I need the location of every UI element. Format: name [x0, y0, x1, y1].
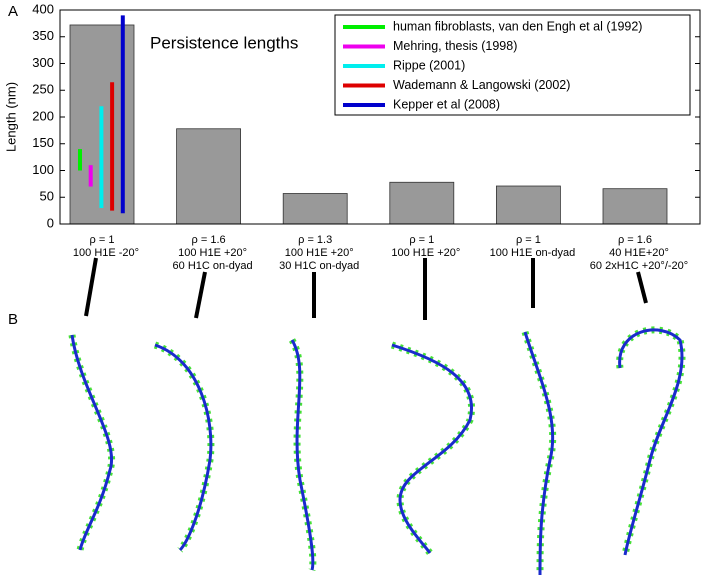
- x-tick-label: 100 H1E +20°: [178, 247, 247, 259]
- y-tick-label: 100: [32, 162, 54, 177]
- y-tick-label: 300: [32, 55, 54, 70]
- x-tick-label: ρ = 1: [90, 234, 115, 246]
- bar: [282, 193, 348, 225]
- y-tick-label: 0: [47, 215, 54, 230]
- y-tick-label: 200: [32, 108, 54, 123]
- plot-frame: [59, 9, 701, 225]
- x-tick-label: ρ = 1.6: [618, 234, 652, 246]
- x-tick-label: 30 H1C on-dyad: [279, 260, 359, 272]
- legend-label: Wademann & Langowski (2002): [393, 78, 570, 92]
- x-tick-label: 60 2xH1C +20°/-20°: [590, 260, 688, 272]
- legend-box: [334, 14, 691, 116]
- y-axis-label: Length (nm): [3, 82, 18, 152]
- y-tick-label: 400: [32, 1, 54, 16]
- y-tick-label: 150: [32, 135, 54, 150]
- legend-label: Rippe (2001): [393, 58, 465, 72]
- y-tick-label: 350: [32, 28, 54, 43]
- x-tick-label: ρ = 1.6: [192, 234, 226, 246]
- x-tick-label: 100 H1E on-dyad: [490, 247, 576, 259]
- x-tick-label: 60 H1C on-dyad: [173, 260, 253, 272]
- y-tick-label: 50: [40, 189, 54, 204]
- x-tick-label: 40 H1E+20°: [609, 247, 669, 259]
- bar: [389, 181, 455, 225]
- bar: [495, 185, 561, 225]
- legend-label: Kepper et al (2008): [393, 97, 500, 111]
- legend-label: Mehring, thesis (1998): [393, 39, 517, 53]
- panel-label: A: [8, 3, 18, 20]
- x-tick-label: ρ = 1.3: [298, 234, 332, 246]
- bar: [602, 188, 668, 225]
- fiber-panel: [68, 257, 686, 576]
- x-tick-label: 100 H1E +20°: [391, 247, 460, 259]
- x-tick-label: ρ = 1: [409, 234, 434, 246]
- panel-label: B: [8, 311, 18, 328]
- bar: [176, 128, 242, 225]
- y-tick-label: 250: [32, 82, 54, 97]
- legend-label: human fibroblasts, van den Engh et al (1…: [393, 19, 642, 33]
- chart-title: Persistence lengths: [150, 33, 298, 52]
- x-tick-label: ρ = 1: [516, 234, 541, 246]
- x-tick-label: 100 H1E +20°: [285, 247, 354, 259]
- x-tick-label: 100 H1E -20°: [73, 247, 139, 259]
